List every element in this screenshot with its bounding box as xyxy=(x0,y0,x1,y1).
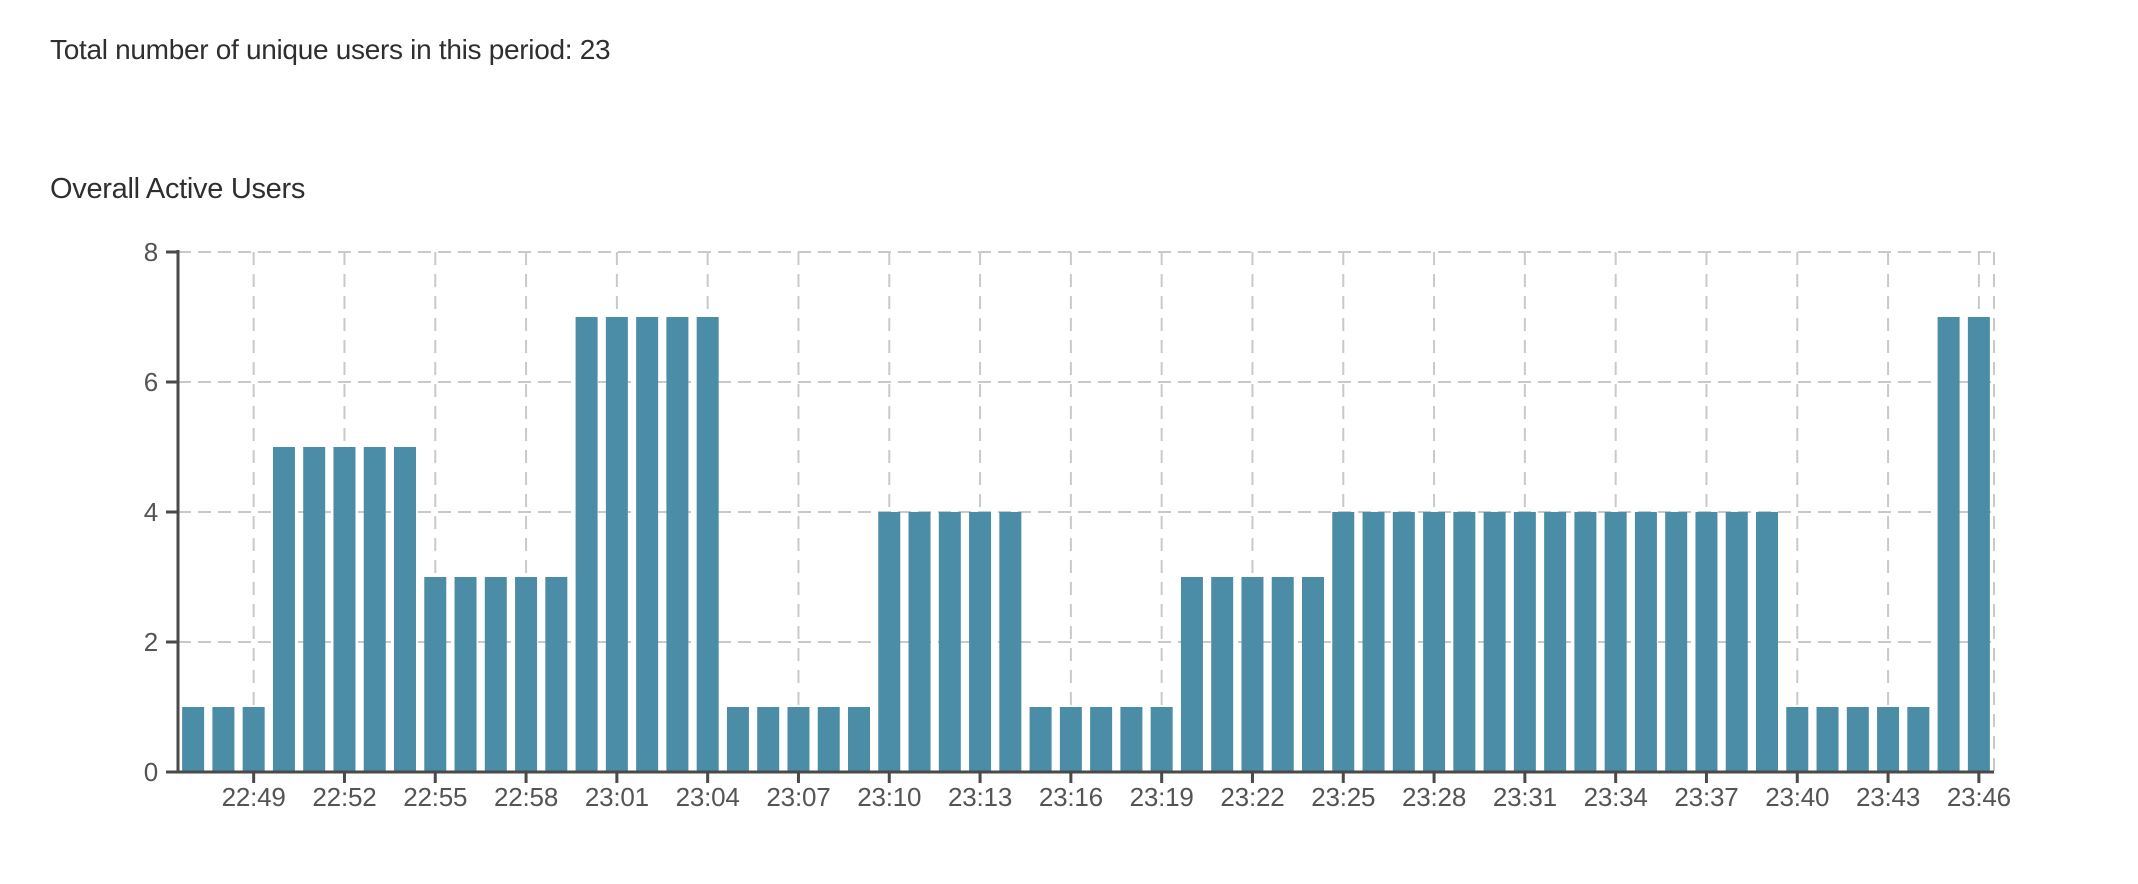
bar xyxy=(1816,707,1839,772)
bar xyxy=(938,512,961,772)
bar xyxy=(787,707,810,772)
bar xyxy=(394,447,416,772)
x-tick-label: 23:07 xyxy=(766,782,830,812)
x-tick-label: 23:43 xyxy=(1856,782,1920,812)
x-tick-label: 23:16 xyxy=(1039,782,1103,812)
x-tick-label: 23:25 xyxy=(1311,782,1375,812)
x-tick-label: 22:49 xyxy=(222,782,286,812)
bar xyxy=(1756,512,1778,772)
bar xyxy=(878,512,901,772)
total-users-summary: Total number of unique users in this per… xyxy=(50,34,611,65)
bar xyxy=(1090,707,1113,772)
bar xyxy=(1695,512,1718,772)
bar xyxy=(515,577,538,772)
bar xyxy=(726,707,749,772)
bar xyxy=(1967,317,1990,772)
bar xyxy=(1665,512,1688,772)
x-tick-label: 23:37 xyxy=(1674,782,1738,812)
bar xyxy=(212,707,235,772)
x-tick-label: 23:34 xyxy=(1584,782,1648,812)
bar xyxy=(454,577,477,772)
x-tick-label: 23:10 xyxy=(857,782,921,812)
bar xyxy=(666,317,689,772)
x-tick-label: 22:58 xyxy=(494,782,558,812)
bar xyxy=(484,577,507,772)
x-tick-label: 23:01 xyxy=(585,782,649,812)
bar xyxy=(848,707,870,772)
x-tick-label: 23:13 xyxy=(948,782,1012,812)
bar xyxy=(1574,512,1597,772)
x-tick-label: 23:22 xyxy=(1220,782,1284,812)
bar xyxy=(1120,707,1143,772)
x-tick-label: 23:28 xyxy=(1402,782,1466,812)
bar xyxy=(545,577,568,772)
x-tick-label: 22:55 xyxy=(403,782,467,812)
bar xyxy=(242,707,265,772)
x-tick-label: 23:46 xyxy=(1947,782,2011,812)
bar xyxy=(636,317,659,772)
bar xyxy=(1937,317,1960,772)
bar xyxy=(1211,577,1234,772)
x-tick-label: 23:31 xyxy=(1493,782,1557,812)
bar xyxy=(1150,707,1173,772)
bar xyxy=(1483,512,1506,772)
bar xyxy=(1634,512,1657,772)
bar xyxy=(1271,577,1294,772)
bar xyxy=(696,317,719,772)
bar xyxy=(182,707,205,772)
bar xyxy=(272,447,295,772)
bar xyxy=(1877,707,1900,772)
bar xyxy=(1392,512,1415,772)
bar xyxy=(908,512,931,772)
bar xyxy=(1332,512,1355,772)
bar xyxy=(817,707,840,772)
bar xyxy=(1725,512,1748,772)
bar xyxy=(1059,707,1082,772)
y-tick-label: 6 xyxy=(144,367,158,397)
bar xyxy=(1907,707,1930,772)
bar xyxy=(999,512,1022,772)
bar xyxy=(757,707,780,772)
chart-title: Overall Active Users xyxy=(50,173,306,205)
bar xyxy=(1513,512,1536,772)
x-tick-label: 23:19 xyxy=(1130,782,1194,812)
bar xyxy=(363,447,386,772)
bar xyxy=(1029,707,1052,772)
x-tick-label: 23:04 xyxy=(676,782,740,812)
x-tick-label: 22:52 xyxy=(312,782,376,812)
bar xyxy=(303,447,326,772)
bar xyxy=(1846,707,1869,772)
y-tick-label: 8 xyxy=(144,237,158,267)
bar xyxy=(333,447,356,772)
y-tick-label: 2 xyxy=(144,627,158,657)
bar xyxy=(1302,577,1324,772)
bar xyxy=(969,512,992,772)
bar xyxy=(605,317,628,772)
bar xyxy=(1786,707,1809,772)
bar xyxy=(424,577,447,772)
y-tick-label: 0 xyxy=(144,757,158,787)
bar xyxy=(1180,577,1203,772)
y-tick-label: 4 xyxy=(144,497,158,527)
bar xyxy=(575,317,598,772)
x-tick-label: 23:40 xyxy=(1765,782,1829,812)
bar xyxy=(1604,512,1627,772)
bar xyxy=(1362,512,1385,772)
bar xyxy=(1423,512,1446,772)
bar xyxy=(1453,512,1476,772)
bar xyxy=(1241,577,1264,772)
bar xyxy=(1544,512,1567,772)
